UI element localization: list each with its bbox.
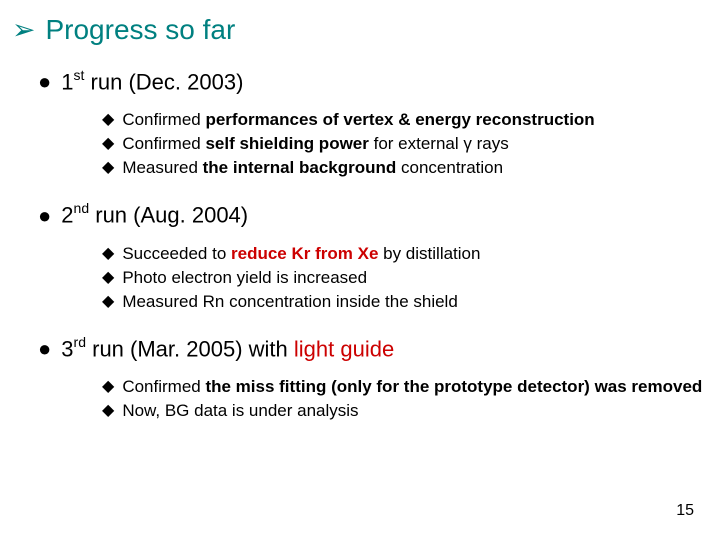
sub-item: ◆ Measured Rn concentration inside the sh… xyxy=(102,291,720,313)
sub-item-text: Succeeded to reduce Kr from Xe by distil… xyxy=(122,243,480,265)
section-header: ● 3rd run (Mar. 2005) with light guide xyxy=(38,335,720,362)
diamond-bullet-icon: ◆ xyxy=(102,267,114,289)
diamond-bullet-icon: ◆ xyxy=(102,109,114,131)
sub-item-text: Measured Rn concentration inside the shi… xyxy=(122,291,457,313)
diamond-bullet-icon: ◆ xyxy=(102,133,114,155)
diamond-bullet-icon: ◆ xyxy=(102,376,114,398)
subgroup: ◆ Confirmed the miss fitting (only for th… xyxy=(102,376,720,422)
dot-bullet-icon: ● xyxy=(38,338,51,360)
page-number: 15 xyxy=(676,502,694,520)
sections: ● 1st run (Dec. 2003) ◆ Confirmed performan… xyxy=(0,68,720,422)
subgroup: ◆ Succeeded to reduce Kr from Xe by disti… xyxy=(102,243,720,313)
arrow-bullet-icon: ➢ xyxy=(12,16,35,44)
sub-item-text: Confirmed the miss fitting (only for the… xyxy=(122,376,702,398)
section: ● 1st run (Dec. 2003) ◆ Confirmed performan… xyxy=(38,68,720,179)
sub-item-text: Now, BG data is under analysis xyxy=(122,400,358,422)
section-header: ● 1st run (Dec. 2003) xyxy=(38,68,720,95)
sub-item-text: Photo electron yield is increased xyxy=(122,267,367,289)
section-label: 3rd run (Mar. 2005) with light guide xyxy=(61,335,394,362)
slide-title: Progress so far xyxy=(45,14,235,46)
sub-item: ◆ Confirmed the miss fitting (only for th… xyxy=(102,376,720,398)
section-label: 2nd run (Aug. 2004) xyxy=(61,201,248,228)
title-row: ➢ Progress so far xyxy=(0,0,720,46)
sub-item: ◆ Confirmed self shielding power for exte… xyxy=(102,133,720,155)
diamond-bullet-icon: ◆ xyxy=(102,157,114,179)
sub-item: ◆ Photo electron yield is increased xyxy=(102,267,720,289)
subgroup: ◆ Confirmed performances of vertex & ener… xyxy=(102,109,720,179)
section-header: ● 2nd run (Aug. 2004) xyxy=(38,201,720,228)
sub-item-text: Confirmed performances of vertex & energ… xyxy=(122,109,594,131)
sub-item: ◆ Confirmed performances of vertex & ener… xyxy=(102,109,720,131)
sub-item: ◆ Succeeded to reduce Kr from Xe by disti… xyxy=(102,243,720,265)
sub-item-text: Measured the internal background concent… xyxy=(122,157,503,179)
section: ● 3rd run (Mar. 2005) with light guide ◆ Co… xyxy=(38,335,720,422)
diamond-bullet-icon: ◆ xyxy=(102,400,114,422)
sub-item: ◆ Now, BG data is under analysis xyxy=(102,400,720,422)
section: ● 2nd run (Aug. 2004) ◆ Succeeded to reduce… xyxy=(38,201,720,312)
slide: ➢ Progress so far ● 1st run (Dec. 2003) ◆ C… xyxy=(0,0,720,540)
sub-item-text: Confirmed self shielding power for exter… xyxy=(122,133,508,155)
dot-bullet-icon: ● xyxy=(38,71,51,93)
dot-bullet-icon: ● xyxy=(38,205,51,227)
sub-item: ◆ Measured the internal background concen… xyxy=(102,157,720,179)
diamond-bullet-icon: ◆ xyxy=(102,243,114,265)
diamond-bullet-icon: ◆ xyxy=(102,291,114,313)
section-label: 1st run (Dec. 2003) xyxy=(61,68,243,95)
